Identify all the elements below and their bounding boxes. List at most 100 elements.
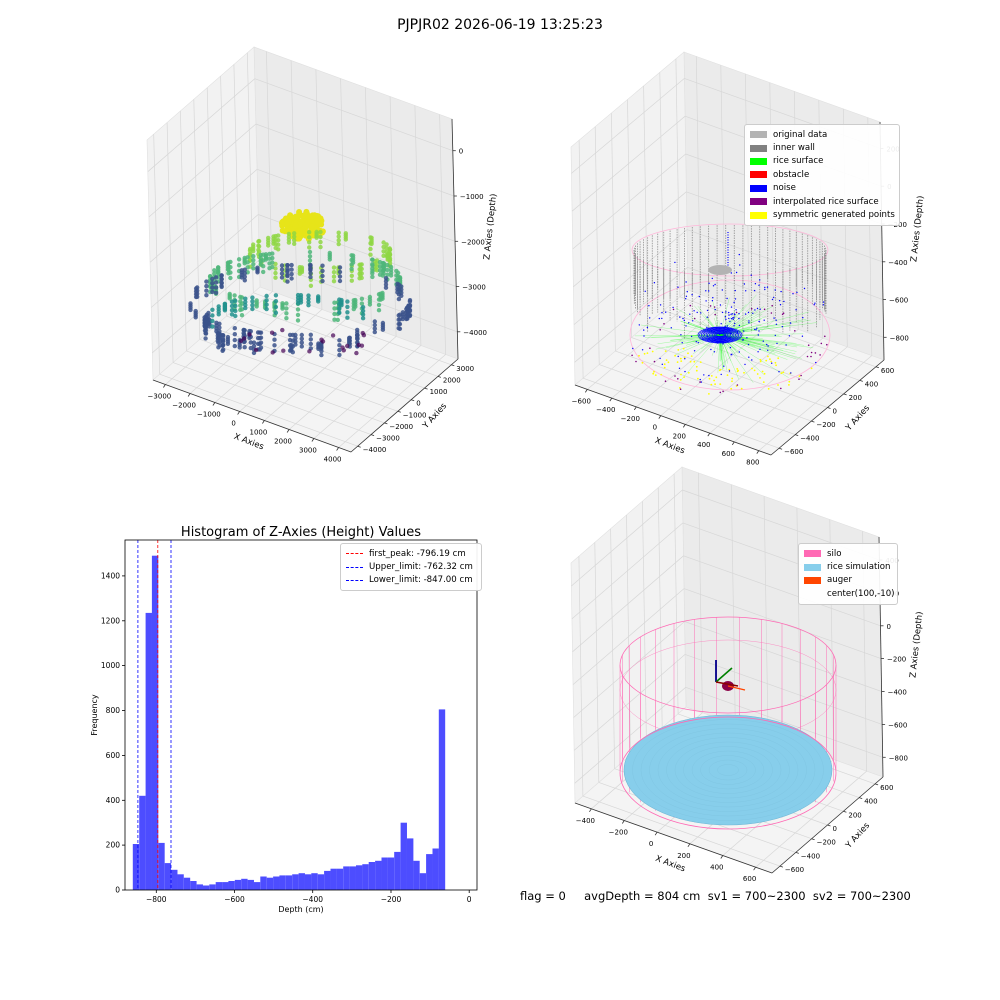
data-point [318, 229, 323, 235]
data-point [399, 284, 404, 289]
noise-cluster [715, 333, 725, 337]
data-point [221, 342, 226, 348]
data-point [307, 240, 312, 245]
data-point [243, 296, 248, 301]
symmetric-point [663, 366, 666, 369]
panel-simulation-3d: 3D simulation of Silo Interior−400−20002… [570, 466, 925, 883]
data-point [284, 306, 289, 311]
data-point [251, 343, 257, 349]
data-point [280, 306, 285, 311]
noise-point [685, 325, 687, 327]
data-point [295, 312, 301, 318]
data-point [345, 343, 350, 349]
z-tick-label: 0 [887, 623, 891, 631]
data-point [360, 330, 365, 336]
data-point [383, 282, 389, 287]
data-point [245, 260, 250, 265]
data-point [237, 345, 242, 350]
histogram-bar [432, 848, 439, 890]
noise-point [706, 316, 708, 318]
data-point [311, 212, 318, 219]
noise-point [747, 343, 750, 346]
interpolated-point [709, 305, 712, 307]
y-tick [811, 838, 815, 841]
histogram-bar [260, 876, 267, 890]
noise-point [685, 298, 687, 300]
noise-point [754, 309, 756, 311]
noise-point [670, 327, 672, 329]
data-point [307, 258, 313, 263]
noise-point [759, 308, 761, 310]
noise-point [691, 294, 693, 296]
y-tick-label: 1000 [430, 388, 448, 396]
noise-point [752, 312, 754, 314]
noise-point [792, 293, 794, 295]
data-point [210, 313, 215, 318]
grid-line [220, 76, 227, 317]
symmetric-point [759, 358, 762, 361]
x-tick-label: 2000 [274, 438, 292, 446]
data-point [281, 348, 286, 353]
data-point [215, 270, 221, 275]
legend-entry: auger [804, 574, 892, 587]
symmetric-point [780, 372, 783, 375]
data-point [332, 311, 337, 317]
status-footer: flag = 0 avgDepth = 804 cm sv1 = 700~230… [520, 889, 911, 903]
grid-line [573, 191, 687, 288]
histogram-bar [330, 868, 337, 890]
data-point [289, 271, 294, 277]
data-point [345, 299, 350, 304]
data-point [318, 234, 323, 240]
symmetric-point [677, 349, 680, 351]
noise-point [688, 322, 690, 324]
data-point [279, 275, 285, 280]
noise-point [720, 373, 722, 376]
symmetric-point [667, 361, 670, 364]
rice-mesh-ring [683, 746, 773, 794]
noise-point [681, 342, 683, 344]
grid-line [578, 140, 584, 379]
noise-point [755, 329, 757, 331]
data-point [296, 235, 302, 242]
data-point [383, 285, 389, 290]
data-point [292, 241, 297, 246]
y-axis-line [350, 358, 459, 453]
x-tick [633, 406, 637, 411]
grid-line [180, 110, 187, 351]
symmetric-point [770, 360, 773, 363]
noise-point [719, 304, 722, 306]
data-point [289, 262, 294, 268]
data-point [204, 315, 209, 321]
data-point [251, 262, 256, 267]
interpolated-point [699, 381, 701, 383]
noise-point [693, 310, 695, 312]
data-point [360, 308, 366, 314]
data-point [385, 257, 390, 262]
data-point [242, 267, 247, 272]
auger-arm [727, 685, 746, 691]
data-point [370, 262, 375, 267]
y-tick-label: 0 [416, 400, 420, 408]
legend-swatch [750, 171, 767, 179]
data-point [245, 265, 250, 270]
x-axis-label: Depth (cm) [278, 905, 323, 914]
z-tick-label: −4000 [463, 329, 487, 337]
noise-point [714, 283, 716, 286]
noise-point [729, 346, 732, 349]
data-point [286, 240, 292, 245]
data-point [332, 317, 337, 322]
z-axis-line [451, 118, 459, 360]
histogram-legend: first_peak: -796.19 cm Upper_limit: -762.… [340, 543, 482, 592]
y-tick-label: 2000 [443, 376, 461, 384]
interpolated-point [771, 304, 773, 307]
x-tick [237, 411, 240, 415]
data-point [306, 299, 311, 305]
symmetric-point [638, 354, 640, 357]
data-point [380, 327, 386, 332]
y-tick-label: −600 [785, 866, 804, 874]
data-point [279, 220, 285, 227]
histogram-bar [413, 860, 420, 890]
grid-line [675, 58, 681, 297]
symmetric-point [643, 352, 646, 355]
noise-point [775, 319, 777, 321]
